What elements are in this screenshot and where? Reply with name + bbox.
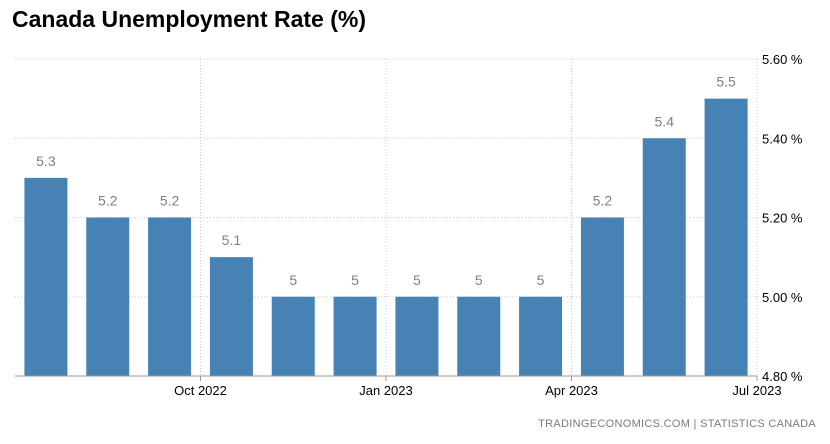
y-axis: 4.80 % 5.00 % 5.20 % 5.40 % 5.60 % xyxy=(762,52,803,384)
data-label: 5.2 xyxy=(98,193,118,209)
source-credit: TRADINGECONOMICS.COM | STATISTICS CANADA xyxy=(538,418,816,430)
x-tick-label: Apr 2023 xyxy=(545,383,598,398)
bar xyxy=(395,296,439,376)
y-tick-label: 4.80 % xyxy=(762,369,803,384)
bars xyxy=(24,98,748,376)
bar xyxy=(580,217,624,376)
data-label: 5.3 xyxy=(36,153,56,169)
data-label: 5 xyxy=(537,272,545,288)
x-tick-label: Jan 2023 xyxy=(359,383,413,398)
chart-title: Canada Unemployment Rate (%) xyxy=(12,6,367,32)
data-label: 5.5 xyxy=(716,74,736,90)
bar xyxy=(148,217,192,376)
y-tick-label: 5.60 % xyxy=(762,52,803,67)
x-tick-label: Oct 2022 xyxy=(174,383,227,398)
bar xyxy=(333,296,377,376)
data-label: 5.1 xyxy=(222,232,242,248)
bar xyxy=(704,98,748,376)
y-tick-label: 5.40 % xyxy=(762,131,803,146)
data-label: 5 xyxy=(351,272,359,288)
bar xyxy=(86,217,130,376)
data-labels: 5.3 5.2 5.2 5.1 5 5 5 5 5 5.2 5.4 5.5 xyxy=(36,74,736,288)
x-tick-label: Jul 2023 xyxy=(732,383,781,398)
bar xyxy=(519,296,563,376)
bar xyxy=(642,138,686,376)
data-label: 5 xyxy=(289,272,297,288)
data-label: 5.2 xyxy=(593,193,613,209)
bar xyxy=(24,177,68,376)
data-label: 5.4 xyxy=(655,113,675,129)
bar xyxy=(457,296,501,376)
data-label: 5 xyxy=(413,272,421,288)
bar xyxy=(271,296,315,376)
data-label: 5.2 xyxy=(160,193,180,209)
y-tick-label: 5.00 % xyxy=(762,290,803,305)
x-axis: Oct 2022 Jan 2023 Apr 2023 Jul 2023 xyxy=(15,375,782,398)
y-tick-label: 5.20 % xyxy=(762,211,803,226)
data-label: 5 xyxy=(475,272,483,288)
bar xyxy=(209,257,253,376)
